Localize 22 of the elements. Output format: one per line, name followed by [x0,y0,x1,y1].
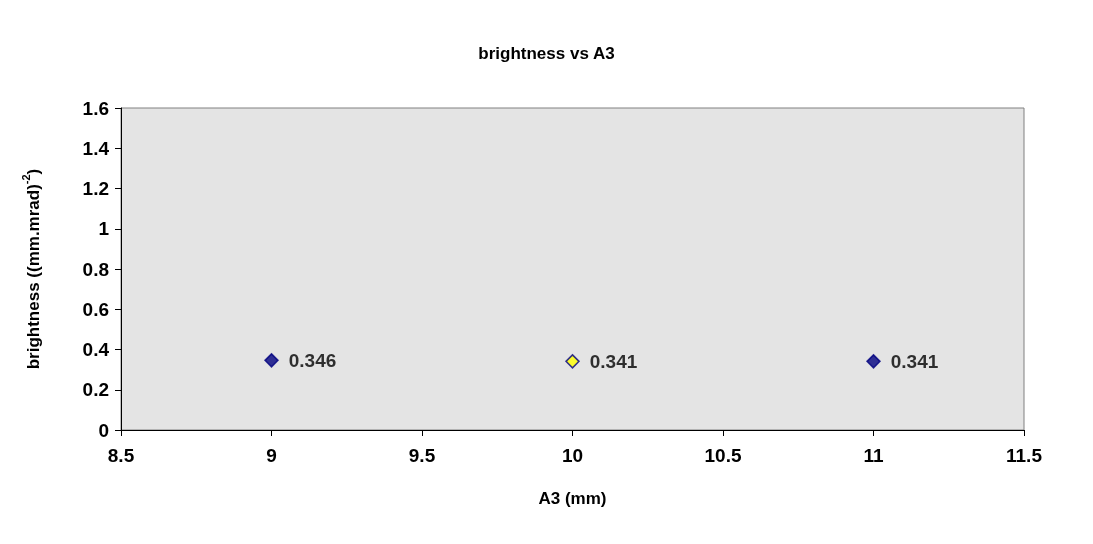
x-tick-label: 11.5 [1006,445,1043,466]
x-tick-label: 8.5 [107,445,135,466]
y-tick-label: 0.2 [82,379,109,401]
data-label: 0.346 [288,349,337,371]
data-label: 0.341 [589,350,638,372]
y-tick-label: 1.6 [82,97,109,119]
x-tick-label: 10.5 [704,445,742,466]
y-tick-label: 1 [98,218,110,240]
x-tick-label: 11 [863,445,884,466]
y-tick-label: 0.8 [82,258,109,280]
y-axis-title: brightness ((mm.mrad)-2) [19,168,43,370]
x-tick-label: 9 [266,445,277,466]
y-tick-label: 0.6 [82,298,109,320]
y-tick-label: 1.4 [82,137,110,159]
x-axis-title: A3 (mm) [538,489,607,508]
y-tick-label: 1.2 [82,178,109,199]
data-label: 0.341 [890,350,939,372]
x-tick-label: 9.5 [408,445,436,466]
y-tick-label: 0.4 [82,339,110,360]
chart-title: brightness vs A3 [478,44,615,63]
x-tick-label: 10 [561,445,584,466]
y-tick-label: 0 [98,419,109,441]
